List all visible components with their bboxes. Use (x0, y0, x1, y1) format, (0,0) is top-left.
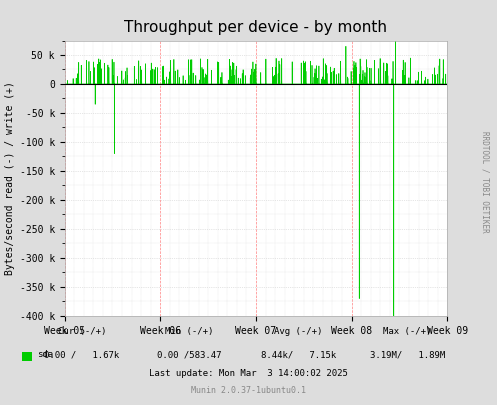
Text: Min (-/+): Min (-/+) (165, 327, 213, 336)
Y-axis label: Bytes/second read (-) / write (+): Bytes/second read (-) / write (+) (5, 81, 15, 275)
Text: Max (-/+): Max (-/+) (383, 327, 432, 336)
Text: Cur (-/+): Cur (-/+) (58, 327, 106, 336)
Text: RRDTOOL / TOBI OETIKER: RRDTOOL / TOBI OETIKER (481, 131, 490, 233)
Text: 0.00 /   1.67k: 0.00 / 1.67k (44, 350, 120, 359)
Text: Avg (-/+): Avg (-/+) (274, 327, 323, 336)
Text: Munin 2.0.37-1ubuntu0.1: Munin 2.0.37-1ubuntu0.1 (191, 386, 306, 395)
Text: 8.44k/   7.15k: 8.44k/ 7.15k (260, 350, 336, 359)
Title: Throughput per device - by month: Throughput per device - by month (124, 20, 388, 35)
Text: 3.19M/   1.89M: 3.19M/ 1.89M (370, 350, 445, 359)
Text: sda: sda (37, 350, 53, 359)
Text: 0.00 /583.47: 0.00 /583.47 (157, 350, 221, 359)
Text: Last update: Mon Mar  3 14:00:02 2025: Last update: Mon Mar 3 14:00:02 2025 (149, 369, 348, 378)
